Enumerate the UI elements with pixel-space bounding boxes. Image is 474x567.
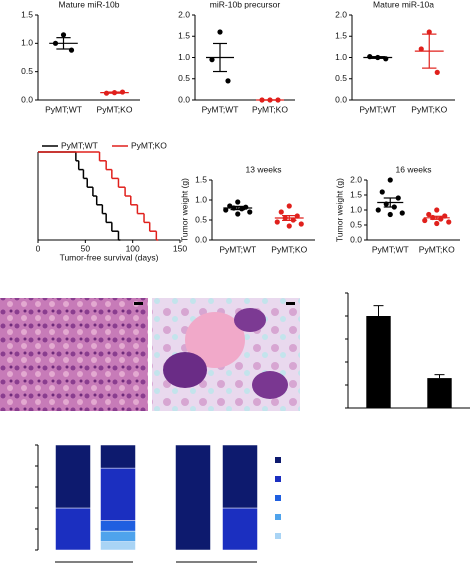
- y-tick-label: 0.0: [21, 94, 33, 104]
- x-tick-label: 0: [36, 243, 41, 253]
- stack-segment: [55, 507, 91, 551]
- data-point: [395, 195, 401, 201]
- y-tick-label: 1.5: [350, 189, 362, 199]
- x-tick-label: PyMT;KO: [271, 244, 307, 254]
- data-point: [209, 57, 215, 63]
- y-tick-label: 1.0: [350, 204, 362, 214]
- legend-swatch: [275, 495, 281, 501]
- stack-segment: [100, 541, 136, 551]
- y-tick-label: 0.0: [350, 234, 362, 244]
- panel-title: 13 weeks: [246, 164, 282, 174]
- x-tick-label: PyMT;KO: [411, 104, 447, 114]
- data-point: [247, 209, 253, 215]
- stack-segment: [222, 444, 258, 509]
- panel-title: Mature miR-10a: [373, 0, 434, 9]
- data-point: [418, 46, 424, 52]
- legend-label: PyMT;WT: [61, 140, 98, 150]
- y-tick-label: 1.5: [195, 174, 207, 184]
- y-tick-label: 1.5: [21, 9, 33, 19]
- data-point: [399, 210, 405, 216]
- y-tick-label: 0.0: [335, 94, 347, 104]
- data-point: [68, 47, 75, 53]
- data-point: [227, 203, 233, 209]
- histology-wt: [0, 298, 148, 411]
- data-point: [426, 29, 432, 35]
- data-point: [217, 29, 223, 35]
- legend-swatch: [275, 514, 281, 520]
- y-tick-label: 0.5: [350, 219, 362, 229]
- stack-segment: [100, 520, 136, 532]
- y-tick-label: 1.0: [335, 52, 347, 62]
- panel-title: miR-10b precursor: [210, 0, 281, 9]
- data-point: [387, 211, 393, 218]
- data-point: [235, 199, 241, 205]
- x-tick-label: 100: [126, 243, 140, 253]
- data-point: [434, 220, 440, 227]
- data-point: [426, 211, 432, 218]
- y-tick-label: 0.5: [335, 73, 347, 83]
- legend-swatch: [275, 533, 281, 539]
- data-point: [422, 217, 428, 224]
- data-point: [375, 207, 381, 213]
- x-axis-label: Tumor-free survival (days): [60, 252, 159, 262]
- x-tick-label: PyMT;KO: [419, 244, 455, 254]
- data-point: [60, 32, 67, 38]
- legend-swatch: [275, 476, 281, 482]
- y-tick-label: 0.5: [21, 66, 33, 76]
- data-point: [446, 219, 452, 225]
- bar: [427, 378, 452, 408]
- x-tick-label: 150: [173, 243, 187, 253]
- y-tick-label: 2.0: [350, 174, 362, 184]
- stack-segment: [222, 507, 258, 551]
- data-point: [434, 69, 440, 75]
- stack-segment: [100, 444, 136, 469]
- data-point: [387, 177, 393, 183]
- x-tick-label: PyMT;WT: [202, 104, 239, 114]
- data-point: [434, 207, 440, 213]
- legend-label: PyMT;KO: [131, 140, 167, 150]
- y-axis-label: Tumor weight (g): [334, 178, 344, 242]
- x-tick-label: 50: [81, 243, 91, 253]
- y-tick-label: 2.0: [335, 9, 347, 19]
- x-tick-label: PyMT;KO: [97, 104, 133, 114]
- data-point: [298, 221, 304, 227]
- y-tick-label: 0.0: [178, 94, 190, 104]
- data-point: [225, 78, 231, 84]
- y-tick-label: 0.5: [178, 73, 190, 83]
- data-point: [235, 211, 241, 217]
- y-tick-label: 1.5: [335, 31, 347, 41]
- data-point: [278, 209, 284, 215]
- legend-swatch: [275, 457, 281, 463]
- y-tick-label: 2.0: [178, 9, 190, 19]
- y-tick-label: 0.5: [195, 214, 207, 224]
- data-point: [379, 189, 385, 195]
- data-point: [223, 207, 229, 213]
- x-tick-label: PyMT;WT: [45, 104, 82, 114]
- y-tick-label: 0.0: [195, 234, 207, 244]
- data-point: [294, 213, 300, 219]
- panel-title: 16 weeks: [396, 164, 432, 174]
- data-point: [274, 219, 280, 225]
- stack-segment: [100, 467, 136, 521]
- histology-ko: [152, 298, 300, 411]
- x-tick-label: PyMT;WT: [372, 244, 409, 254]
- panel-title: Mature miR-10b: [59, 0, 120, 9]
- x-tick-label: PyMT;KO: [252, 104, 288, 114]
- data-point: [286, 223, 292, 229]
- stack-segment: [100, 530, 136, 542]
- y-tick-label: 1.0: [195, 194, 207, 204]
- bar: [366, 316, 391, 408]
- y-tick-label: 1.5: [178, 31, 190, 41]
- y-axis-label: Tumor weight (g): [179, 178, 189, 242]
- data-point: [286, 203, 292, 209]
- x-tick-label: PyMT;WT: [359, 104, 396, 114]
- y-tick-label: 1.0: [178, 52, 190, 62]
- stack-segment: [175, 444, 211, 551]
- stack-segment: [55, 444, 91, 509]
- x-tick-label: PyMT;WT: [219, 244, 256, 254]
- y-tick-label: 1.0: [21, 38, 33, 48]
